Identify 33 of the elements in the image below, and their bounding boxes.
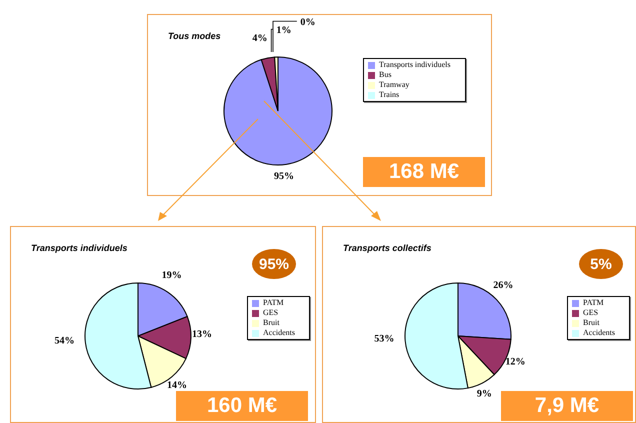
legend-label: Trains [379, 90, 400, 99]
data-label: 26% [493, 280, 514, 291]
legend-label: Tramway [379, 80, 410, 89]
chart-title: Transports collectifs [343, 243, 432, 253]
data-label: 19% [162, 270, 182, 281]
data-label: 95% [274, 171, 294, 182]
legend-label: GES [263, 308, 278, 317]
legend-label: Bruit [263, 318, 280, 327]
data-label: 54% [54, 336, 75, 347]
legend-label: Bruit [583, 318, 600, 327]
legend-label: Bus [379, 70, 392, 79]
data-label: 53% [374, 333, 394, 344]
text: 95% [252, 249, 296, 279]
data-label: 9% [476, 388, 492, 400]
data-label: 4% [252, 33, 268, 44]
data-label: 13% [192, 329, 212, 340]
chart-title: Transports individuels [31, 243, 128, 253]
text: 168 M€ [363, 157, 485, 187]
legend-label: PATM [263, 298, 284, 307]
legend-label: GES [583, 308, 598, 317]
legend-label: Accidents [263, 328, 295, 337]
legend-label: PATM [583, 298, 604, 307]
pie-slice [224, 56, 332, 166]
data-label: 12% [505, 356, 526, 368]
text: Tous modes [168, 31, 221, 41]
text: 0% [300, 17, 316, 28]
text: 160 M€ [176, 391, 308, 421]
text: 7,9 M€ [501, 391, 633, 421]
legend-label: Transports individuels [379, 60, 450, 69]
text: 5% [579, 249, 623, 279]
data-label: 14% [166, 380, 187, 392]
data-label: 1% [276, 25, 292, 36]
legend-label: Accidents [583, 328, 615, 337]
